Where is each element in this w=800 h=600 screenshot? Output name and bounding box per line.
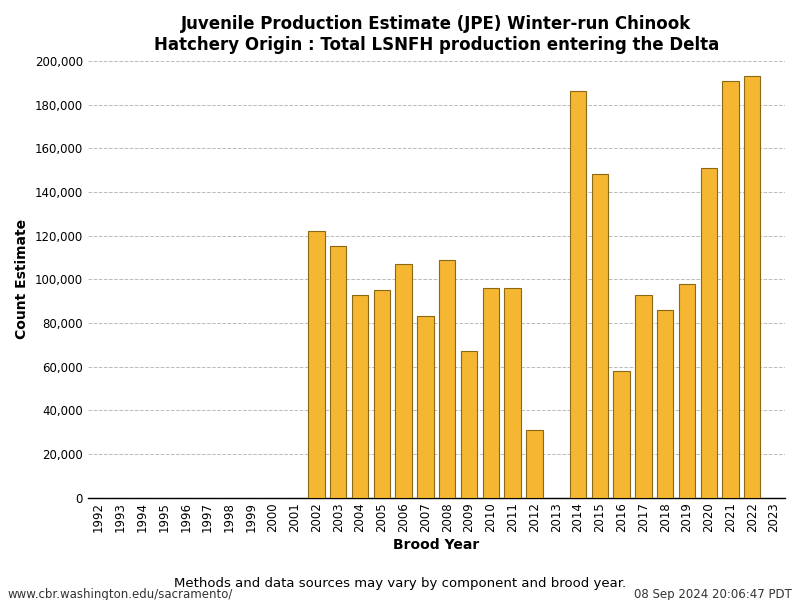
Bar xyxy=(482,288,499,497)
Bar xyxy=(505,288,521,497)
Bar xyxy=(418,316,434,497)
Bar xyxy=(461,351,477,497)
Bar xyxy=(308,231,325,497)
Bar xyxy=(395,264,412,497)
Bar xyxy=(439,260,455,497)
Bar xyxy=(591,175,608,497)
Bar xyxy=(722,80,738,497)
Bar xyxy=(701,168,717,497)
Title: Juvenile Production Estimate (JPE) Winter-run Chinook
Hatchery Origin : Total LS: Juvenile Production Estimate (JPE) Winte… xyxy=(154,15,719,54)
Text: www.cbr.washington.edu/sacramento/: www.cbr.washington.edu/sacramento/ xyxy=(8,587,234,600)
Bar xyxy=(678,284,695,497)
Bar xyxy=(352,295,368,497)
Text: Methods and data sources may vary by component and brood year.: Methods and data sources may vary by com… xyxy=(174,577,626,590)
Bar xyxy=(330,247,346,497)
Bar xyxy=(374,290,390,497)
Bar xyxy=(570,91,586,497)
Y-axis label: Count Estimate: Count Estimate xyxy=(15,219,29,340)
X-axis label: Brood Year: Brood Year xyxy=(394,538,479,552)
Bar xyxy=(744,76,761,497)
Text: 08 Sep 2024 20:06:47 PDT: 08 Sep 2024 20:06:47 PDT xyxy=(634,587,792,600)
Bar xyxy=(526,430,542,497)
Bar xyxy=(614,371,630,497)
Bar xyxy=(657,310,674,497)
Bar xyxy=(635,295,651,497)
